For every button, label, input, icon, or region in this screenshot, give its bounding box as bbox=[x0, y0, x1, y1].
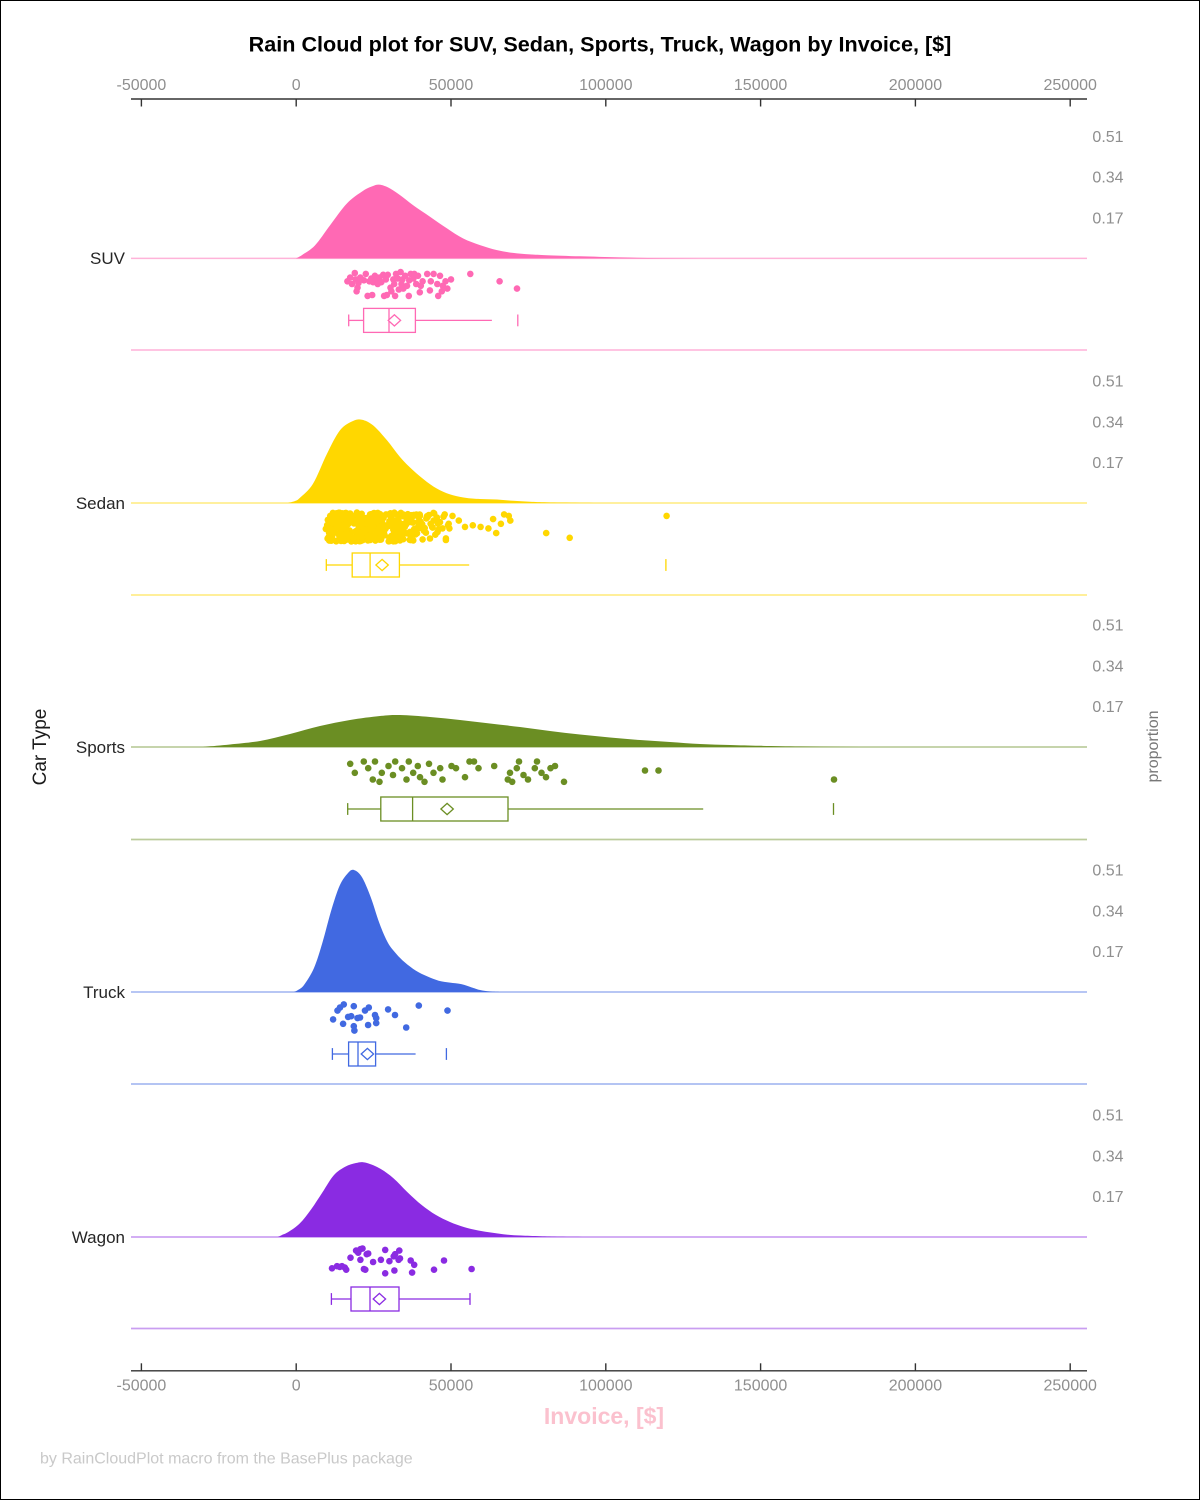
svg-text:0.17: 0.17 bbox=[1092, 455, 1123, 472]
svg-text:0.34: 0.34 bbox=[1092, 170, 1123, 187]
svg-text:0.51: 0.51 bbox=[1092, 374, 1123, 391]
svg-text:0.17: 0.17 bbox=[1092, 944, 1123, 961]
svg-text:Sports: Sports bbox=[76, 738, 125, 757]
svg-text:150000: 150000 bbox=[734, 77, 787, 94]
svg-text:100000: 100000 bbox=[579, 77, 632, 94]
svg-text:100000: 100000 bbox=[579, 1378, 632, 1395]
svg-text:0.34: 0.34 bbox=[1092, 1148, 1123, 1165]
svg-text:200000: 200000 bbox=[889, 77, 942, 94]
svg-text:0.51: 0.51 bbox=[1092, 618, 1123, 635]
svg-text:0: 0 bbox=[292, 1378, 301, 1395]
svg-text:250000: 250000 bbox=[1044, 77, 1097, 94]
svg-text:by RainCloudPlot macro from th: by RainCloudPlot macro from the BasePlus… bbox=[40, 1451, 413, 1468]
svg-text:0.34: 0.34 bbox=[1092, 414, 1123, 431]
svg-text:0.51: 0.51 bbox=[1092, 1108, 1123, 1125]
svg-text:Rain Cloud plot for SUV, Sedan: Rain Cloud plot for SUV, Sedan, Sports, … bbox=[249, 32, 952, 57]
svg-text:-50000: -50000 bbox=[116, 1378, 166, 1395]
svg-text:Truck: Truck bbox=[83, 983, 125, 1002]
svg-text:250000: 250000 bbox=[1044, 1378, 1097, 1395]
svg-text:proportion: proportion bbox=[1145, 710, 1162, 782]
svg-text:50000: 50000 bbox=[429, 77, 474, 94]
svg-text:0.34: 0.34 bbox=[1092, 903, 1123, 920]
svg-text:Sedan: Sedan bbox=[76, 494, 125, 513]
svg-text:200000: 200000 bbox=[889, 1378, 942, 1395]
svg-text:0.51: 0.51 bbox=[1092, 863, 1123, 880]
svg-text:0: 0 bbox=[292, 77, 301, 94]
svg-text:-50000: -50000 bbox=[116, 77, 166, 94]
svg-text:Car Type: Car Type bbox=[30, 709, 51, 786]
svg-text:0.51: 0.51 bbox=[1092, 129, 1123, 146]
svg-text:SUV: SUV bbox=[90, 249, 126, 268]
svg-text:150000: 150000 bbox=[734, 1378, 787, 1395]
svg-text:Invoice, [$]: Invoice, [$] bbox=[544, 1403, 664, 1429]
svg-text:50000: 50000 bbox=[429, 1378, 474, 1395]
svg-text:0.17: 0.17 bbox=[1092, 1189, 1123, 1206]
svg-text:Wagon: Wagon bbox=[72, 1228, 125, 1247]
svg-text:0.34: 0.34 bbox=[1092, 658, 1123, 675]
svg-text:0.17: 0.17 bbox=[1092, 699, 1123, 716]
svg-text:0.17: 0.17 bbox=[1092, 210, 1123, 227]
